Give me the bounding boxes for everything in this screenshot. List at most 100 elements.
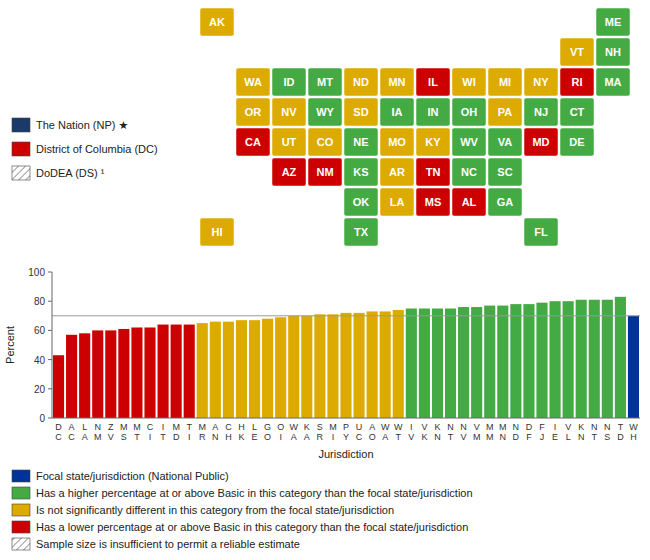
- x-tick-label: MD: [172, 422, 180, 442]
- x-tick-label-line: S: [604, 432, 610, 442]
- state-tile: [344, 188, 378, 216]
- x-tick-label: MT: [133, 422, 141, 442]
- x-tick-label: PY: [343, 422, 349, 442]
- y-tick-label: 100: [28, 267, 45, 278]
- y-tick: [48, 418, 52, 419]
- x-tick-label-line: F: [539, 422, 545, 432]
- state-label: WV: [460, 136, 478, 148]
- state-tile: [488, 188, 522, 216]
- x-tick-label-line: O: [264, 432, 271, 442]
- legend-swatch: [12, 521, 30, 533]
- x-tick-label-line: N: [94, 422, 101, 432]
- x-tick-label-line: N: [447, 422, 454, 432]
- state-label: MD: [532, 136, 549, 148]
- x-tick-label-line: A: [82, 432, 88, 442]
- x-tick-label-line: W: [289, 422, 298, 432]
- x-tick-label-line: R: [199, 432, 206, 442]
- x-tick-label-line: N: [212, 432, 219, 442]
- x-tick-label-line: W: [629, 422, 638, 432]
- x-tick-label: OI: [277, 422, 284, 442]
- x-tick-label-line: R: [317, 432, 324, 442]
- legend-label: Focal state/jurisdiction (National Publi…: [36, 470, 229, 482]
- x-tick-label-line: C: [68, 432, 75, 442]
- x-tick-label: IT: [160, 422, 166, 442]
- state-label: FL: [534, 226, 548, 238]
- state-label: NH: [605, 46, 621, 58]
- x-tick-label: DC: [55, 422, 62, 442]
- x-tick-label-line: A: [382, 432, 388, 442]
- state-label: CO: [317, 136, 334, 148]
- state-tile: [416, 128, 450, 156]
- y-tick: [48, 388, 52, 389]
- x-tick-label-line: P: [343, 422, 349, 432]
- x-tick-label: VL: [565, 422, 571, 442]
- x-tick-label: NS: [604, 422, 611, 442]
- state-tile: [488, 128, 522, 156]
- legend-label: Sample size is insufficient to permit a …: [36, 538, 300, 550]
- bar: [53, 355, 64, 418]
- x-tick-label-line: I: [279, 432, 282, 442]
- y-tick-label: 60: [34, 325, 46, 336]
- state-tile: [452, 128, 486, 156]
- x-tick-label-line: E: [552, 432, 558, 442]
- state-tile: [416, 158, 450, 186]
- bar: [497, 306, 508, 418]
- state-tile: [488, 68, 522, 96]
- x-tick-label: NM: [94, 422, 102, 442]
- x-tick-label: LE: [252, 422, 258, 442]
- x-tick-label-line: C: [147, 422, 154, 432]
- state-tile: [308, 68, 342, 96]
- x-tick-label: MR: [199, 422, 207, 442]
- x-tick-label: NT: [447, 422, 454, 442]
- bar: [615, 297, 626, 418]
- x-tick-label-line: N: [500, 432, 507, 442]
- x-tick-label-line: D: [617, 432, 624, 442]
- x-tick-label: NT: [591, 422, 598, 442]
- bar: [563, 301, 574, 418]
- x-tick-label: AO: [369, 422, 376, 442]
- bar: [536, 303, 547, 418]
- x-tick-label-line: D: [55, 422, 62, 432]
- legend-swatch-bg: [12, 538, 30, 550]
- y-axis-title: Percent: [4, 326, 16, 364]
- state-tile: [272, 158, 306, 186]
- x-tick-label: ZV: [108, 422, 114, 442]
- state-tile: [416, 98, 450, 126]
- y-tick: [48, 272, 52, 273]
- bar: [406, 309, 417, 419]
- bar: [484, 306, 495, 418]
- state-tile: [344, 128, 378, 156]
- bar: [458, 307, 469, 418]
- state-label: MA: [604, 76, 621, 88]
- x-tick-label: KN: [578, 422, 585, 442]
- bar: [510, 304, 521, 418]
- x-tick-label-line: M: [499, 422, 507, 432]
- x-tick-label-line: D: [526, 422, 533, 432]
- legend-swatch: [12, 142, 30, 156]
- state-label: CA: [245, 136, 261, 148]
- state-label: IA: [392, 106, 403, 118]
- bar: [79, 333, 90, 418]
- state-label: ME: [605, 16, 622, 28]
- bar: [288, 316, 299, 418]
- x-tick-label-line: M: [486, 422, 494, 432]
- x-tick-label: SR: [317, 422, 324, 442]
- bar: [105, 330, 116, 418]
- x-axis-line: [52, 418, 640, 419]
- x-tick-label: WH: [629, 422, 638, 442]
- legend-swatch: [12, 118, 30, 132]
- state-label: VT: [570, 46, 584, 58]
- state-tile: [344, 98, 378, 126]
- x-tick-label-line: W: [394, 422, 403, 432]
- state-label: NE: [353, 136, 368, 148]
- x-tick-label-line: M: [172, 422, 180, 432]
- state-label: AL: [462, 196, 477, 208]
- state-tile: [380, 98, 414, 126]
- bar: [340, 313, 351, 418]
- state-label: PA: [498, 106, 513, 118]
- x-tick-label-line: M: [133, 422, 141, 432]
- x-tick-label: MN: [499, 422, 507, 442]
- state-label: MO: [388, 136, 406, 148]
- x-tick-label-line: T: [592, 432, 598, 442]
- x-tick-label: WA: [381, 422, 390, 442]
